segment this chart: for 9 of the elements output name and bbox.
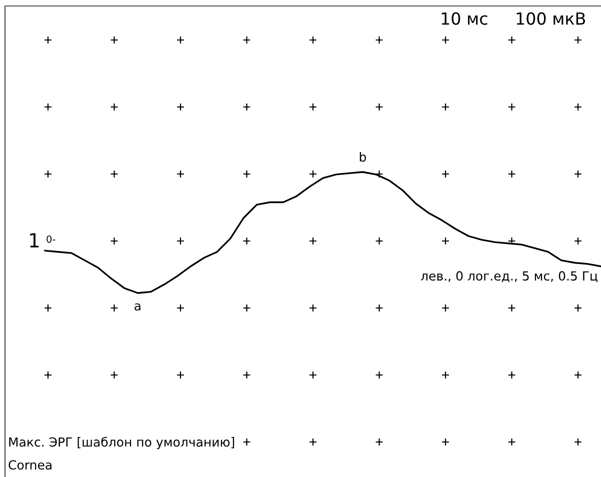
annotation: a: [134, 303, 140, 311]
annotation: b: [360, 152, 366, 162]
text: Cornea: [8, 460, 52, 470]
annotation: лев., 0 лог.ед., 5 мс, 0.5 Гц: [420, 271, 598, 282]
annotation: 1: [30, 233, 39, 248]
text: 100 мкВ: [516, 12, 586, 25]
annotation: 0-: [46, 235, 56, 243]
text: 10 мс: [442, 12, 488, 25]
text: Макс. ЭРГ [шаблон по умолчанию]: [9, 436, 234, 450]
